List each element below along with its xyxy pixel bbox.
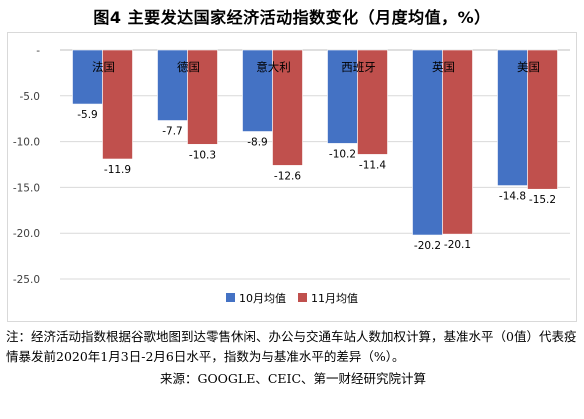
- bar-1-3: [357, 49, 388, 155]
- legend-swatch-0: [226, 293, 235, 302]
- y-tick-label: -15.0: [13, 182, 40, 194]
- category-label: 德国: [177, 60, 200, 74]
- data-label: -11.9: [104, 164, 131, 176]
- bar-0-5: [497, 49, 528, 186]
- legend-label-0: 10月均值: [239, 292, 286, 305]
- data-label: -5.9: [77, 109, 98, 121]
- y-tick-label: -10.0: [13, 137, 40, 149]
- bar-1-5: [527, 49, 558, 190]
- category-label: 意大利: [256, 60, 291, 74]
- bar-0-4: [412, 49, 443, 236]
- data-label: -20.2: [414, 240, 441, 252]
- y-tick-label: -20.0: [13, 228, 40, 240]
- data-label: -15.2: [529, 194, 556, 206]
- bar-1-1: [187, 49, 218, 145]
- data-label: -11.4: [359, 159, 386, 171]
- legend-label-1: 11月均值: [311, 292, 358, 305]
- bar-1-0: [102, 49, 133, 160]
- y-tick-label: -5.0: [20, 91, 41, 103]
- y-tick-label: -25.0: [13, 274, 40, 286]
- category-label: 西班牙: [341, 60, 376, 74]
- category-label: 法国: [92, 60, 115, 74]
- data-label: -12.6: [274, 170, 301, 182]
- category-label: 美国: [517, 60, 540, 74]
- bar-0-3: [327, 49, 358, 144]
- data-label: -10.2: [329, 148, 356, 160]
- data-label: -14.8: [499, 191, 526, 203]
- y-tick-label: -: [36, 45, 40, 57]
- bar-0-0: [72, 49, 103, 105]
- chart-source: 来源：GOOGLE、CEIC、第一财经研究院计算: [159, 371, 427, 386]
- data-label: -10.3: [189, 149, 216, 161]
- bar-0-2: [242, 49, 273, 132]
- chart-note: 注：经济活动指数根据谷歌地图到达零售休闲、办公与交通车站人数加权计算，基准水平（…: [6, 329, 577, 364]
- chart-title: 图4 主要发达国家经济活动指数变化（月度均值，%）: [93, 8, 491, 27]
- category-label: 英国: [432, 60, 455, 74]
- notes-block: 注：经济活动指数根据谷歌地图到达零售休闲、办公与交通车站人数加权计算，基准水平（…: [6, 327, 580, 389]
- bar-1-2: [272, 49, 303, 166]
- data-label: -20.1: [444, 239, 471, 251]
- bar-1-4: [442, 49, 473, 235]
- data-label: -8.9: [247, 137, 268, 149]
- data-label: -7.7: [162, 126, 183, 138]
- legend-swatch-1: [298, 293, 307, 302]
